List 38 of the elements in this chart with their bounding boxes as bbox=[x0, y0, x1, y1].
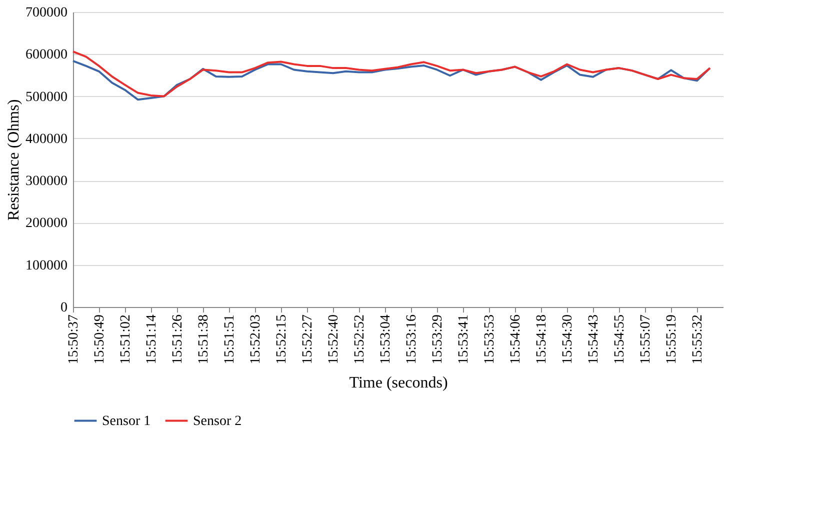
y-tick-label: 100000 bbox=[26, 258, 68, 274]
x-tick-label: 15:53:16 bbox=[404, 314, 420, 364]
x-tick-label: 15:52:52 bbox=[352, 314, 368, 364]
x-tick-label: 15:51:51 bbox=[222, 314, 238, 364]
legend-label: Sensor 2 bbox=[193, 414, 242, 429]
x-tick-label: 15:52:15 bbox=[274, 314, 290, 364]
x-tick-label: 15:51:26 bbox=[170, 314, 186, 364]
x-tick-label: 15:52:40 bbox=[326, 314, 342, 364]
y-tick-label: 200000 bbox=[26, 216, 68, 232]
x-tick-label: 15:54:06 bbox=[508, 314, 524, 364]
x-tick-label: 15:51:14 bbox=[144, 314, 160, 364]
x-tick-label: 15:53:41 bbox=[456, 314, 472, 364]
x-tick-label: 15:52:03 bbox=[248, 314, 264, 364]
x-tick-label: 15:55:32 bbox=[690, 314, 706, 364]
line-series bbox=[72, 50, 711, 98]
y-axis-title: Resistance (Ohms) bbox=[6, 99, 22, 221]
x-axis-title: Time (seconds) bbox=[349, 374, 448, 392]
x-tick-label: 15:54:55 bbox=[612, 314, 628, 364]
y-tick-label: 600000 bbox=[26, 48, 68, 63]
legend-label: Sensor 1 bbox=[102, 414, 151, 429]
x-tick-label: 15:55:19 bbox=[664, 314, 680, 364]
x-tick-label: 15:53:29 bbox=[430, 314, 446, 364]
x-tick-label: 15:51:02 bbox=[118, 314, 134, 364]
x-tick-label: 15:54:30 bbox=[560, 314, 576, 364]
y-tick-label: 0 bbox=[60, 300, 68, 316]
x-tick-label: 15:50:49 bbox=[92, 314, 108, 364]
y-tick-label: 300000 bbox=[26, 174, 68, 190]
y-tick-label: 700000 bbox=[26, 6, 68, 20]
x-tick-label: 15:55:07 bbox=[638, 314, 654, 364]
x-tick-label: 15:54:18 bbox=[534, 314, 550, 364]
y-tick-label: 400000 bbox=[26, 132, 68, 147]
x-tick-label: 15:53:04 bbox=[378, 314, 394, 364]
x-tick-label: 15:53:53 bbox=[482, 314, 498, 364]
y-tick-label: 500000 bbox=[26, 90, 68, 105]
x-tick-label: 15:50:37 bbox=[66, 314, 82, 364]
x-tick-label: 15:54:43 bbox=[586, 314, 602, 364]
x-tick-label: 15:51:38 bbox=[196, 314, 212, 364]
x-tick-label: 15:52:27 bbox=[300, 314, 316, 364]
